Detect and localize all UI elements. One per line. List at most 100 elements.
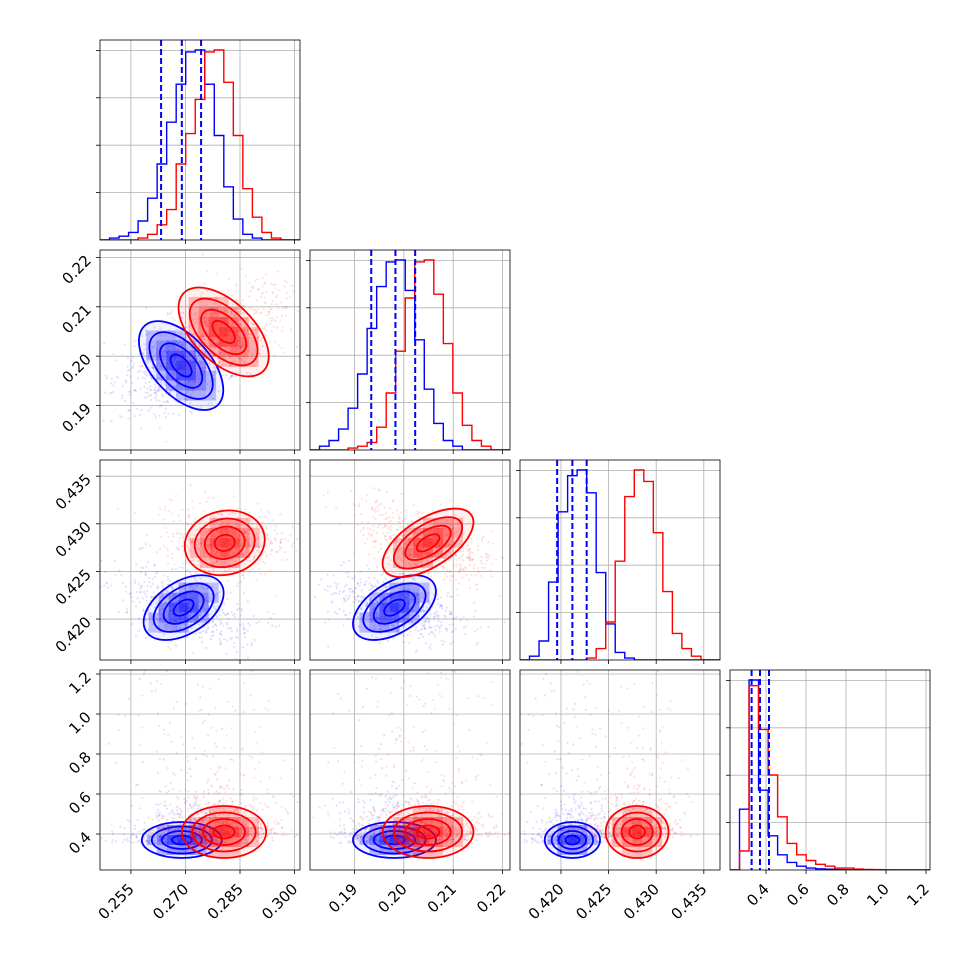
sample-point bbox=[155, 811, 158, 814]
sample-point bbox=[174, 627, 178, 630]
sample-point bbox=[250, 545, 253, 548]
sample-point bbox=[279, 539, 282, 542]
sample-point bbox=[166, 823, 169, 826]
sample-point bbox=[411, 613, 414, 616]
sample-point bbox=[370, 534, 373, 537]
sample-point bbox=[204, 839, 207, 843]
sample-point bbox=[251, 286, 254, 290]
sample-point bbox=[275, 303, 278, 306]
sample-point bbox=[383, 734, 386, 737]
density-cell bbox=[379, 612, 390, 623]
sample-point bbox=[172, 812, 175, 815]
sample-point bbox=[449, 569, 452, 572]
sample-point bbox=[203, 282, 206, 285]
sample-point bbox=[265, 322, 268, 326]
sample-point bbox=[377, 550, 380, 553]
sample-point bbox=[391, 499, 394, 503]
sample-point bbox=[143, 670, 146, 673]
sample-point bbox=[127, 409, 131, 412]
sample-point bbox=[443, 566, 446, 570]
sample-point bbox=[451, 618, 454, 621]
sample-point bbox=[221, 624, 225, 627]
sample-point bbox=[330, 601, 333, 604]
sample-point bbox=[260, 508, 263, 512]
sample-point bbox=[247, 656, 250, 659]
sample-point bbox=[246, 600, 249, 603]
density-cell bbox=[178, 622, 189, 633]
sample-point bbox=[141, 796, 144, 800]
sample-point bbox=[220, 727, 224, 730]
sample-point bbox=[215, 616, 218, 619]
sample-point bbox=[202, 753, 205, 756]
sample-point bbox=[129, 390, 132, 393]
sample-point bbox=[243, 532, 246, 535]
sample-point bbox=[203, 551, 206, 555]
sample-point bbox=[160, 595, 163, 598]
density-cell bbox=[379, 592, 390, 603]
contour-series-1-3 bbox=[180, 805, 268, 859]
sample-point bbox=[262, 308, 265, 311]
sample-point bbox=[170, 512, 174, 515]
sample-point bbox=[414, 579, 417, 582]
sample-point bbox=[274, 287, 277, 290]
sample-point bbox=[292, 795, 295, 798]
sample-point bbox=[484, 562, 487, 566]
sample-point bbox=[218, 799, 221, 802]
sample-point bbox=[153, 606, 157, 609]
sample-point bbox=[187, 535, 190, 538]
sample-point bbox=[240, 267, 244, 271]
sample-point bbox=[449, 499, 452, 502]
sample-point bbox=[471, 842, 474, 845]
sample-point bbox=[161, 379, 164, 382]
sample-point bbox=[391, 511, 394, 515]
sample-point bbox=[271, 291, 274, 294]
sample-point bbox=[207, 537, 210, 540]
sample-point bbox=[158, 513, 161, 516]
density-cell bbox=[176, 380, 187, 391]
sample-point bbox=[159, 507, 162, 510]
sample-point bbox=[339, 522, 342, 525]
sample-point bbox=[240, 357, 243, 361]
sample-point bbox=[448, 626, 450, 628]
sample-point bbox=[338, 801, 341, 804]
density-cell bbox=[219, 557, 230, 568]
sample-point bbox=[340, 564, 343, 567]
sample-point bbox=[207, 496, 210, 499]
sample-point bbox=[400, 545, 403, 548]
sample-point bbox=[254, 767, 257, 770]
sample-point bbox=[304, 834, 306, 836]
sample-point bbox=[155, 399, 158, 402]
sample-point bbox=[148, 581, 151, 584]
sample-point bbox=[201, 530, 205, 533]
sample-point bbox=[427, 632, 431, 636]
sample-point bbox=[272, 292, 275, 295]
sample-point bbox=[195, 357, 198, 361]
sample-point bbox=[457, 526, 461, 530]
sample-point bbox=[445, 553, 448, 556]
sample-point bbox=[238, 307, 241, 310]
sample-point bbox=[199, 577, 202, 580]
sample-point bbox=[273, 354, 276, 357]
sample-point bbox=[260, 545, 263, 548]
sample-point bbox=[215, 371, 218, 374]
sample-point bbox=[246, 629, 249, 632]
sample-point bbox=[141, 760, 145, 763]
sample-point bbox=[490, 575, 493, 578]
sample-point bbox=[465, 574, 468, 577]
sample-point bbox=[204, 642, 206, 644]
sample-point bbox=[372, 486, 375, 490]
sample-point bbox=[135, 590, 138, 594]
sample-point bbox=[157, 586, 160, 589]
sample-point bbox=[252, 614, 255, 618]
sample-point bbox=[173, 816, 176, 819]
sample-point bbox=[256, 741, 259, 744]
sample-point bbox=[275, 294, 279, 297]
sample-point bbox=[239, 323, 242, 326]
sample-point bbox=[206, 802, 210, 805]
sample-point bbox=[379, 543, 382, 546]
sample-point bbox=[390, 624, 394, 627]
sample-point bbox=[183, 582, 186, 585]
sample-point bbox=[369, 598, 372, 602]
sample-point bbox=[476, 583, 479, 586]
sample-point bbox=[238, 329, 241, 333]
